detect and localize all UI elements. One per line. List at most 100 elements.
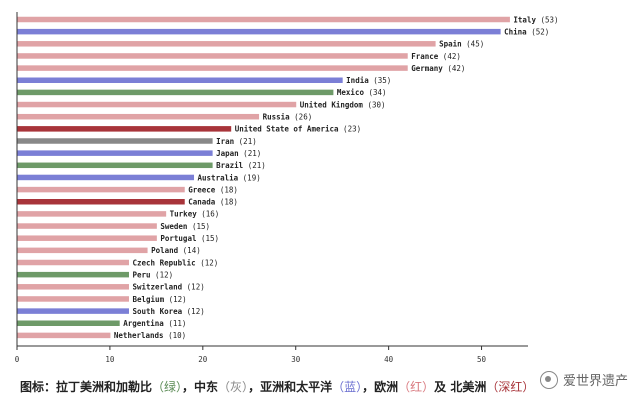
bar-category: Argentina: [123, 319, 164, 328]
bar-value: (21): [243, 161, 266, 170]
bar-label: India (35): [346, 76, 391, 85]
bar-category: Canada: [188, 198, 216, 207]
bar-value: (53): [536, 15, 559, 24]
bar-category: Brazil: [216, 161, 243, 170]
bar: [17, 247, 148, 254]
legend-darkred: （深红）: [486, 380, 535, 394]
bar: [17, 223, 157, 229]
bar: [17, 53, 408, 59]
bar-category: Spain: [439, 40, 462, 49]
bar: [17, 284, 129, 290]
legend-na: 北美洲: [450, 380, 487, 394]
bar-label: China (52): [504, 27, 549, 36]
bar-label: Belgium (12): [132, 295, 186, 304]
bar-category: Italy: [513, 15, 536, 24]
bar-value: (16): [197, 210, 220, 219]
bar-label: United Kingdom (30): [300, 100, 386, 109]
bar: [17, 186, 185, 193]
bar-value: (12): [151, 270, 174, 279]
bar-value: (18): [215, 198, 238, 207]
x-tick-label: 0: [15, 355, 20, 364]
bar: [17, 41, 436, 47]
bar-category: Australia: [198, 173, 239, 182]
bar-label: Sweden (15): [160, 222, 210, 231]
bar: [17, 235, 157, 241]
legend-prefix: 图标：拉丁美洲和加勒比: [20, 380, 153, 394]
bar-category: Belgium: [132, 295, 164, 304]
bar-label: Brazil (21): [216, 161, 266, 170]
bar: [17, 320, 120, 326]
x-tick-label: 50: [477, 355, 487, 364]
bar-label: Turkey (16): [170, 210, 220, 219]
bar-value: (12): [182, 283, 205, 292]
x-tick-label: 40: [384, 355, 394, 364]
bar: [17, 308, 129, 314]
bar-label: France (42): [411, 52, 461, 61]
bar-label: Switzerland (12): [132, 283, 204, 292]
legend-gray: （灰）: [218, 380, 249, 394]
x-tick-label: 30: [291, 355, 301, 364]
bar-value: (19): [238, 173, 261, 182]
bar-value: (23): [339, 125, 362, 134]
bar-label: Poland (14): [151, 246, 201, 255]
bar-category: Portugal: [160, 234, 196, 243]
bar: [17, 101, 297, 108]
bar-label: Japan (21): [216, 149, 261, 158]
bar-category: Greece: [188, 185, 216, 194]
legend-sep1: ，中东: [182, 380, 219, 394]
wechat-logo-icon: [539, 370, 558, 389]
bar-value: (12): [182, 307, 205, 316]
bar-value: (15): [196, 234, 219, 243]
legend-red: （红）: [398, 380, 435, 394]
bar: [17, 162, 213, 169]
bar: [17, 113, 260, 120]
bar-label: South Korea (12): [132, 307, 204, 316]
bar-category: Sweden: [160, 222, 187, 231]
bar-category: United State of America: [235, 125, 339, 134]
bar: [17, 65, 408, 71]
x-tick-label: 20: [198, 355, 208, 364]
bar: [17, 77, 343, 83]
bar-category: Russia: [263, 113, 291, 122]
legend-green: （绿）: [152, 380, 183, 394]
bar-category: China: [504, 27, 527, 36]
bar: [17, 332, 111, 339]
bar-value: (12): [164, 295, 187, 304]
bar-category: Czech Republic: [132, 258, 195, 267]
bar-value: (15): [187, 222, 210, 231]
bar: [17, 296, 129, 302]
bar: [17, 259, 129, 266]
bar-category: Germany: [411, 64, 443, 73]
bar-value: (18): [215, 185, 238, 194]
bar: [17, 150, 213, 156]
bar-value: (14): [178, 246, 201, 255]
bar-value: (52): [527, 27, 550, 36]
bar-value: (12): [196, 258, 219, 267]
bar-value: (21): [239, 149, 262, 158]
bar-category: Netherlands: [114, 331, 164, 340]
bar: [17, 28, 501, 35]
bar-value: (42): [443, 64, 466, 73]
bar-label: Russia (26): [263, 113, 313, 122]
bar: [17, 89, 334, 96]
bar-value: (45): [462, 40, 485, 49]
bar-chart: 0 10 20 30 40 50 Italy (53) China (52) Spain (45…: [15, 12, 559, 364]
legend-blue: （蓝）: [332, 380, 363, 394]
bar-label: Argentina (11): [123, 319, 186, 328]
bar-label: Italy (53): [513, 15, 558, 24]
bar-value: (30): [363, 100, 386, 109]
bar: [17, 16, 510, 23]
bar-category: Iran: [216, 137, 234, 146]
bar: [17, 199, 185, 205]
watermark: 爱世界遗产: [539, 370, 628, 389]
bar-category: Japan: [216, 149, 239, 158]
bar: [17, 174, 195, 181]
bar-value: (35): [369, 76, 392, 85]
bar-category: Switzerland: [132, 283, 182, 292]
bar: [17, 126, 232, 132]
bar: [17, 138, 213, 144]
legend-sep4: 及: [434, 380, 447, 394]
bar-label: Australia (19): [198, 173, 261, 182]
bar-value: (34): [364, 88, 387, 97]
bar-label: United State of America (23): [235, 125, 361, 134]
